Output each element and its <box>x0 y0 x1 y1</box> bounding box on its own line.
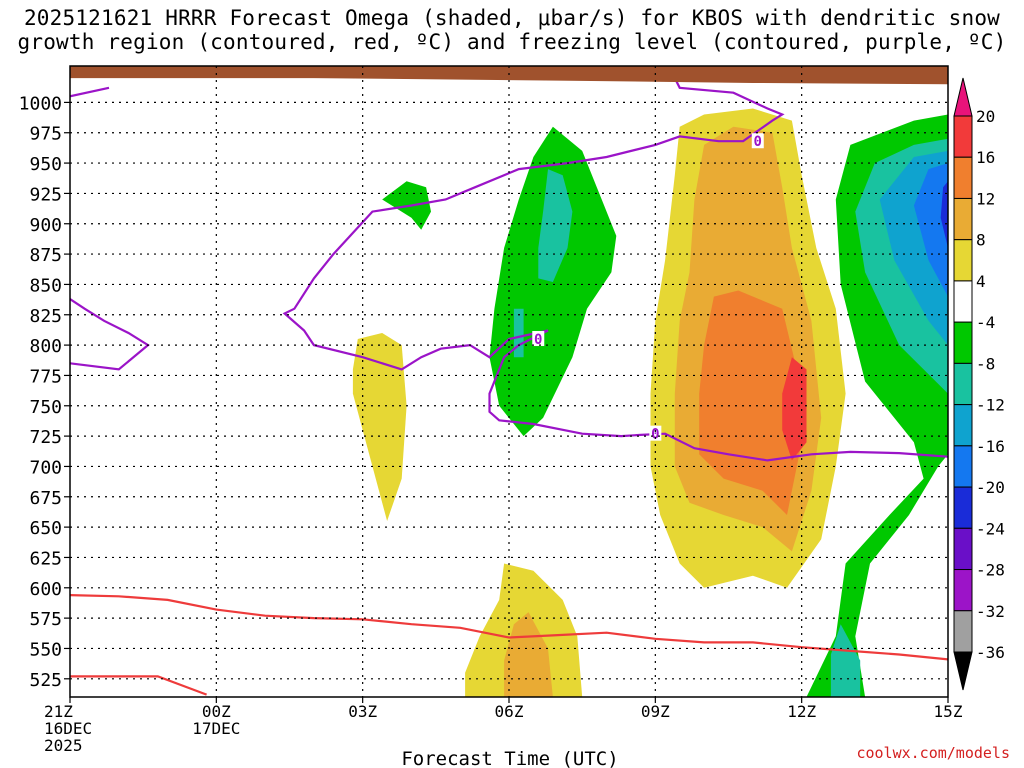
colorbar-box <box>953 486 973 529</box>
colorbar-label: -20 <box>976 478 1005 497</box>
x-tick-label: 16DEC <box>44 719 92 738</box>
y-tick-label: 625 <box>29 548 62 569</box>
y-tick-label: 925 <box>29 184 62 205</box>
colorbar-box <box>953 404 973 447</box>
colorbar-label: -36 <box>976 643 1005 662</box>
colorbar-label: -8 <box>976 354 995 373</box>
title-line-1: 2025121621 HRRR Forecast Omega (shaded, … <box>23 6 1001 30</box>
grid-lines <box>70 66 948 697</box>
colorbar-label: -4 <box>976 313 995 332</box>
y-tick-label: 725 <box>29 427 62 448</box>
colorbar: 20 16 12 8 4 -4 -8 -12 -16 -20 -24 -28 -32 -36 <box>953 77 1005 691</box>
shade-red-core-12z <box>782 357 807 461</box>
terrain-fill <box>70 66 948 85</box>
title-line-2: growth region (contoured, red, ºC) and f… <box>17 30 1007 54</box>
shade-yellow-streak-03z <box>352 333 407 521</box>
x-tick-label: 15Z <box>934 702 963 721</box>
colorbar-label: 12 <box>976 189 995 208</box>
contour-label-bg <box>751 133 764 149</box>
y-tick-label: 700 <box>29 457 62 478</box>
y-tick-label: 950 <box>29 154 62 175</box>
x-tick-label: 09Z <box>641 702 670 721</box>
y-axis: 525 550 575 600 625 650 675 700 725 750 775 800 825 8… <box>19 93 70 691</box>
y-tick-label: 975 <box>29 124 62 145</box>
x-tick-label: 21Z <box>44 702 73 721</box>
y-tick-label: 650 <box>29 518 62 539</box>
y-tick-label: 575 <box>29 609 62 630</box>
freezing-level-contour-right <box>488 329 948 462</box>
y-tick-label: 750 <box>29 397 62 418</box>
colorbar-top-triangle <box>953 77 973 117</box>
colorbar-label: 4 <box>976 272 986 291</box>
freezing-level-contour-left <box>70 298 150 371</box>
chart-title: 2025121621 HRRR Forecast Omega (shaded, … <box>0 6 1024 54</box>
colorbar-box <box>953 156 973 199</box>
colorbar-label: 8 <box>976 231 986 250</box>
freezing-level-contour-corner <box>70 86 110 98</box>
colorbar-box <box>953 362 973 406</box>
colorbar-label: -12 <box>976 396 1005 415</box>
colorbar-box <box>953 569 973 612</box>
x-axis-label: Forecast Time (UTC) <box>401 748 618 768</box>
colorbar-box <box>953 610 973 653</box>
colorbar-label: -24 <box>976 519 1005 538</box>
contour-label: 0 <box>754 134 762 150</box>
shade-darkblue-lower-15z <box>940 181 948 248</box>
shade-blue-lower-15z <box>913 163 948 297</box>
y-tick-label: 1000 <box>19 93 62 114</box>
x-tick-label: 00Z <box>202 702 231 721</box>
freezing-level-contour-middle <box>282 77 785 371</box>
colorbar-bottom-triangle <box>953 651 973 691</box>
colorbar-box <box>953 239 973 282</box>
contour-label-bg <box>649 425 662 441</box>
x-tick-label: 17DEC <box>192 719 240 738</box>
contour-label-bg <box>532 331 545 347</box>
x-tick-label: 12Z <box>787 702 816 721</box>
y-tick-label: 775 <box>29 366 62 387</box>
y-tick-label: 800 <box>29 336 62 357</box>
colorbar-label: -28 <box>976 561 1005 580</box>
x-tick-label: 2025 <box>44 736 83 755</box>
y-tick-label: 850 <box>29 275 62 296</box>
colorbar-box <box>953 321 973 364</box>
x-tick-label: 03Z <box>348 702 377 721</box>
y-tick-label: 550 <box>29 639 62 660</box>
watermark: coolwx.com/models <box>856 744 1010 762</box>
y-tick-label: 875 <box>29 245 62 266</box>
colorbar-box <box>953 280 973 323</box>
y-tick-label: 900 <box>29 215 62 236</box>
colorbar-label: -32 <box>976 602 1005 621</box>
colorbar-box <box>953 197 973 241</box>
colorbar-box <box>953 527 973 571</box>
y-tick-label: 825 <box>29 306 62 327</box>
contour-label: 0 <box>651 427 659 443</box>
y-tick-label: 525 <box>29 670 62 691</box>
omega-shading: 0 0 0 <box>70 66 948 697</box>
y-tick-label: 675 <box>29 488 62 509</box>
shade-teal-top-13z <box>830 624 861 697</box>
colorbar-label: -16 <box>976 437 1005 456</box>
colorbar-label: 20 <box>976 107 995 126</box>
contour-label: 0 <box>534 332 542 348</box>
colorbar-label: 16 <box>976 148 995 167</box>
y-tick-label: 600 <box>29 579 62 600</box>
dendritic-contour-upper <box>70 675 207 696</box>
colorbar-box <box>953 445 973 488</box>
shade-gold-upper-column <box>504 612 553 697</box>
shade-teal-strip-06z <box>513 308 524 358</box>
colorbar-box <box>953 115 973 158</box>
x-tick-label: 06Z <box>495 702 524 721</box>
